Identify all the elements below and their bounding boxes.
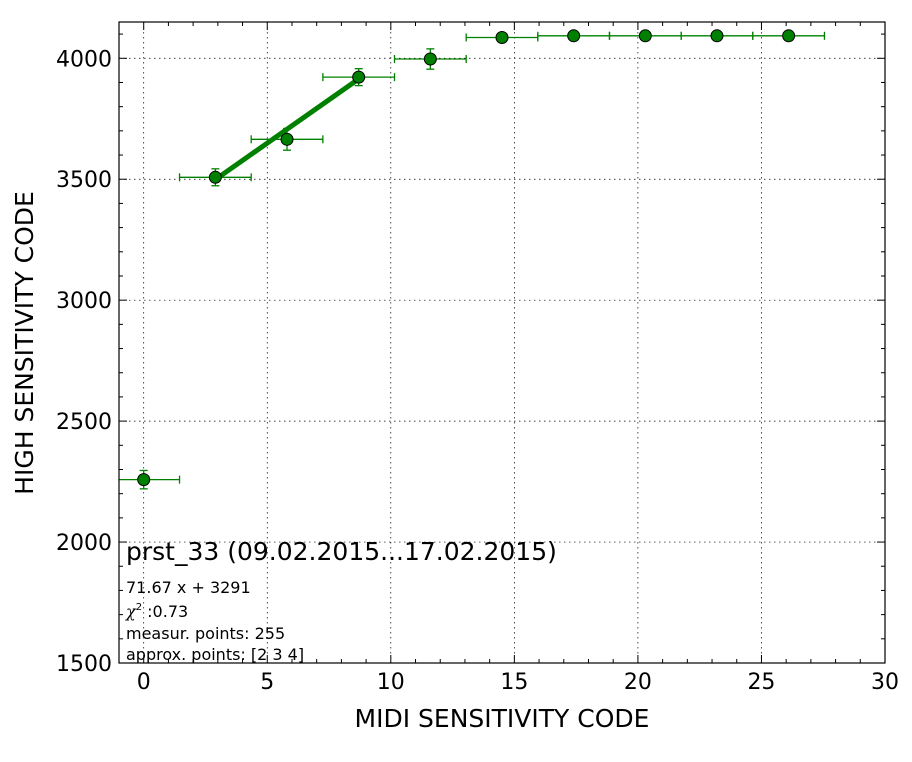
- y-tick-label: 3000: [56, 289, 112, 314]
- y-tick-label: 2500: [56, 410, 112, 435]
- x-axis-label: MIDI SENSITIVITY CODE: [355, 704, 650, 733]
- chart-title: prst_33 (09.02.2015...17.02.2015): [126, 537, 557, 566]
- data-point: [638, 29, 652, 43]
- fit-line: [213, 76, 361, 182]
- x-tick-label: 0: [137, 670, 151, 695]
- y-tick-label: 4000: [56, 47, 112, 72]
- axis-ticks: [118, 22, 886, 664]
- approx-points: approx. points: [2 3 4]: [126, 645, 304, 664]
- x-tick-label: 30: [871, 670, 899, 695]
- chi2-superscript: 2: [136, 602, 142, 613]
- x-tick-labels: 0 5 10 15 20 25 30: [137, 670, 899, 695]
- plot-frame: [118, 21, 886, 664]
- x-tick-label: 25: [747, 670, 775, 695]
- data-point: [782, 29, 796, 43]
- y-tick-label: 1500: [56, 652, 112, 677]
- data-point: [423, 52, 437, 66]
- data-points: [137, 29, 796, 487]
- x-tick-label: 10: [377, 670, 405, 695]
- x-tick-label: 20: [624, 670, 652, 695]
- x-tick-label: 5: [260, 670, 274, 695]
- y-axis-label: HIGH SENSITIVITY CODE: [10, 191, 39, 495]
- chi2-symbol: χ: [125, 602, 137, 621]
- fit-line-group: [213, 76, 361, 182]
- data-point: [137, 473, 151, 487]
- y-tick-labels: 1500 2000 2500 3000 3500 4000: [56, 47, 112, 677]
- chi2-number: :0.73: [142, 602, 188, 621]
- error-bars: [119, 31, 826, 490]
- grid-lines: [119, 22, 885, 663]
- data-point: [567, 29, 581, 43]
- data-point: [710, 29, 724, 43]
- measur-points: measur. points: 255: [126, 624, 285, 643]
- data-point: [352, 70, 366, 84]
- data-point: [280, 132, 294, 146]
- data-point: [495, 30, 509, 44]
- y-tick-label: 3500: [56, 168, 112, 193]
- chi2-value: χ2 :0.73: [125, 602, 188, 621]
- fit-equation: 71.67 x + 3291: [126, 578, 251, 597]
- data-point: [208, 170, 222, 184]
- y-tick-label: 2000: [56, 531, 112, 556]
- x-tick-label: 15: [500, 670, 528, 695]
